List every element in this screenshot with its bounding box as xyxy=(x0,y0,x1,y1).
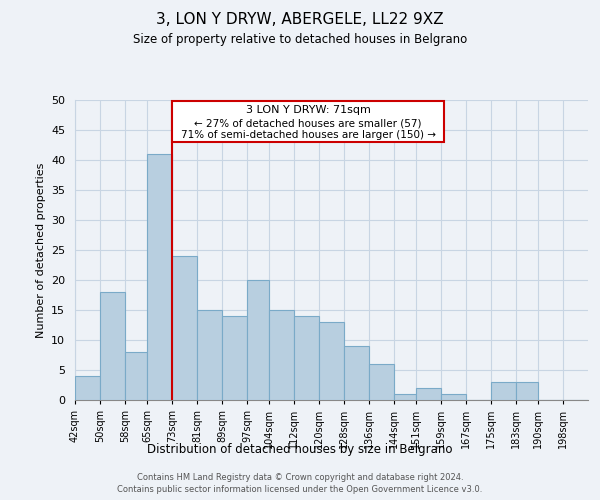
Text: Distribution of detached houses by size in Belgrano: Distribution of detached houses by size … xyxy=(147,442,453,456)
FancyBboxPatch shape xyxy=(172,101,444,142)
Bar xyxy=(197,310,222,400)
Bar xyxy=(294,316,319,400)
Bar xyxy=(516,382,538,400)
Bar xyxy=(269,310,294,400)
Text: Contains public sector information licensed under the Open Government Licence v3: Contains public sector information licen… xyxy=(118,485,482,494)
Bar xyxy=(344,346,369,400)
Bar xyxy=(319,322,344,400)
Bar xyxy=(369,364,394,400)
Bar xyxy=(125,352,147,400)
Text: 3, LON Y DRYW, ABERGELE, LL22 9XZ: 3, LON Y DRYW, ABERGELE, LL22 9XZ xyxy=(156,12,444,28)
Text: Contains HM Land Registry data © Crown copyright and database right 2024.: Contains HM Land Registry data © Crown c… xyxy=(137,472,463,482)
Bar xyxy=(172,256,197,400)
Bar xyxy=(491,382,516,400)
Bar xyxy=(247,280,269,400)
Bar xyxy=(100,292,125,400)
Text: ← 27% of detached houses are smaller (57): ← 27% of detached houses are smaller (57… xyxy=(194,118,422,128)
Y-axis label: Number of detached properties: Number of detached properties xyxy=(35,162,46,338)
Bar xyxy=(75,376,100,400)
Bar xyxy=(222,316,247,400)
Text: Size of property relative to detached houses in Belgrano: Size of property relative to detached ho… xyxy=(133,32,467,46)
Bar xyxy=(441,394,466,400)
Bar xyxy=(416,388,441,400)
Text: 3 LON Y DRYW: 71sqm: 3 LON Y DRYW: 71sqm xyxy=(245,105,370,115)
Bar xyxy=(147,154,172,400)
Text: 71% of semi-detached houses are larger (150) →: 71% of semi-detached houses are larger (… xyxy=(181,130,436,140)
Bar xyxy=(394,394,416,400)
